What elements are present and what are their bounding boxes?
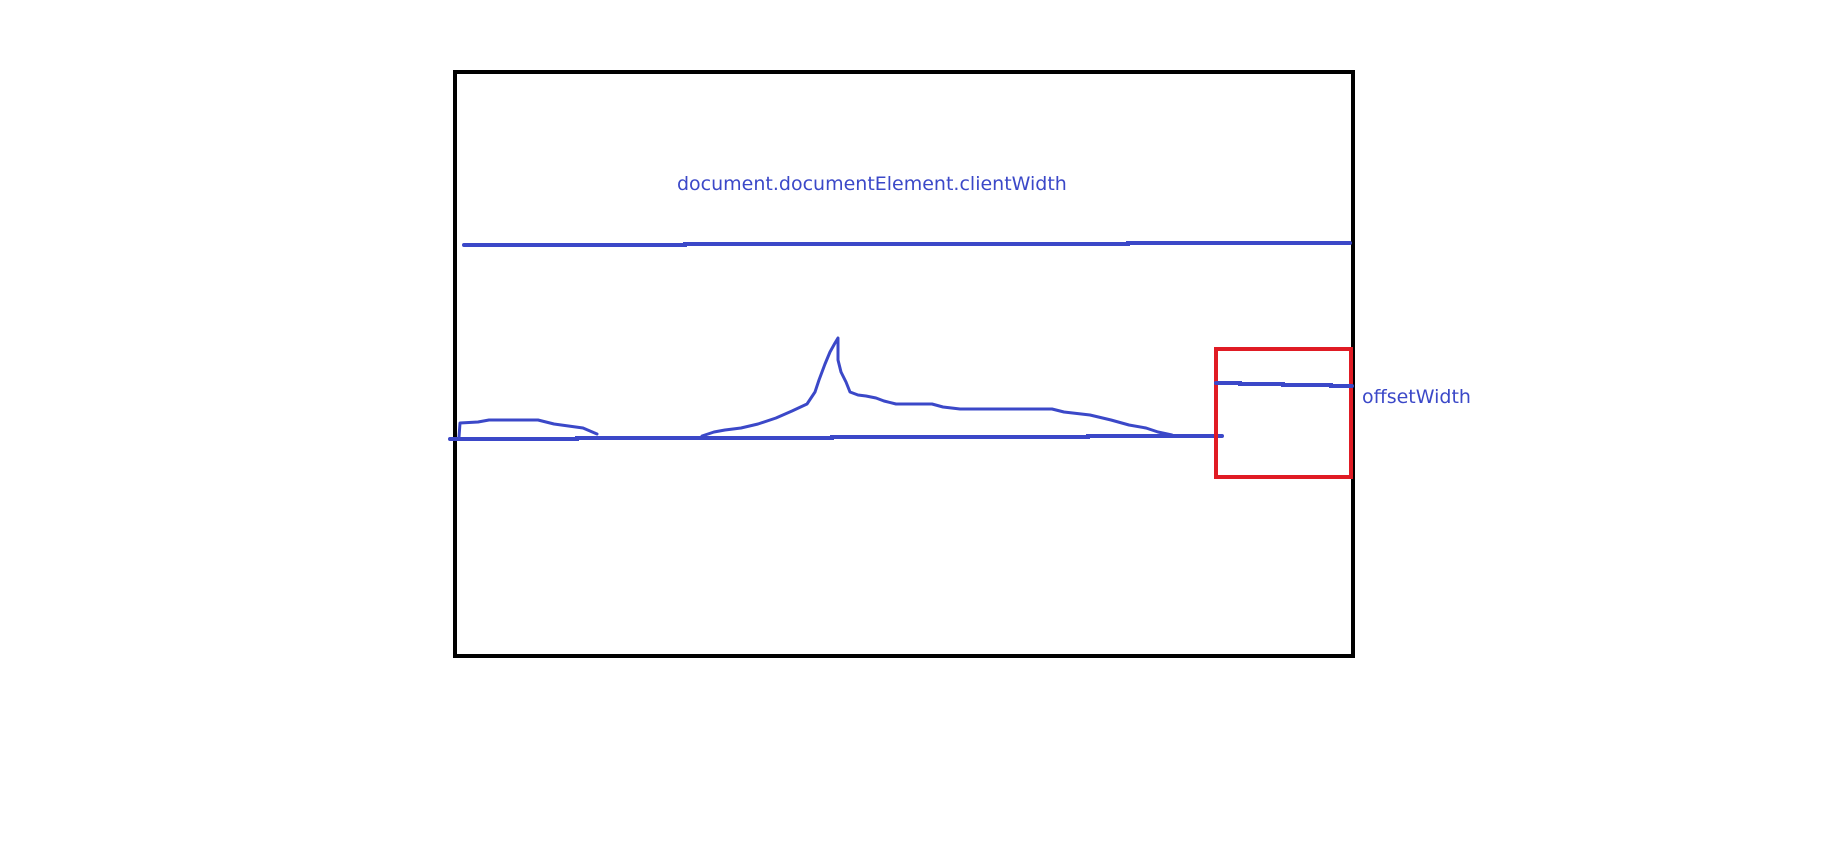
- viewport-frame: [453, 70, 1355, 658]
- brace-baseline: [448, 434, 1224, 441]
- brace-curve: [457, 336, 1174, 439]
- offset-width-label: offsetWidth: [1362, 386, 1471, 408]
- client-width-line: [462, 241, 1352, 247]
- scrollbar-highlight-box: [1214, 347, 1353, 479]
- client-width-label: document.documentElement.clientWidth: [677, 173, 1067, 195]
- offset-width-line: [1214, 381, 1354, 388]
